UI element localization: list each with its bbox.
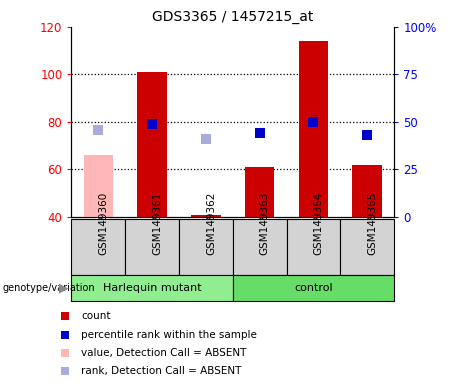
Text: GSM149363: GSM149363 [260, 192, 270, 255]
Bar [353, 165, 382, 217]
Text: GSM149364: GSM149364 [313, 192, 324, 255]
Text: rank, Detection Call = ABSENT: rank, Detection Call = ABSENT [81, 366, 242, 376]
Text: control: control [294, 283, 333, 293]
Bar [233, 219, 287, 275]
Bar [71, 275, 233, 301]
Bar [233, 275, 394, 301]
Text: GSM149362: GSM149362 [206, 192, 216, 255]
Text: genotype/variation: genotype/variation [2, 283, 95, 293]
Title: GDS3365 / 1457215_at: GDS3365 / 1457215_at [152, 10, 313, 25]
Text: percentile rank within the sample: percentile rank within the sample [81, 329, 257, 339]
Text: count: count [81, 311, 111, 321]
Text: value, Detection Call = ABSENT: value, Detection Call = ABSENT [81, 348, 247, 358]
Bar [299, 41, 328, 217]
Bar [125, 219, 179, 275]
Bar [245, 167, 274, 217]
Text: GSM149360: GSM149360 [98, 192, 108, 255]
Bar [179, 219, 233, 275]
Text: GSM149365: GSM149365 [367, 192, 377, 255]
Bar [191, 215, 221, 217]
Bar [340, 219, 394, 275]
Text: Harlequin mutant: Harlequin mutant [103, 283, 201, 293]
Bar [83, 155, 113, 217]
Bar [71, 219, 125, 275]
Bar [287, 219, 340, 275]
Text: ▶: ▶ [59, 282, 68, 295]
Bar [137, 72, 167, 217]
Text: GSM149361: GSM149361 [152, 192, 162, 255]
